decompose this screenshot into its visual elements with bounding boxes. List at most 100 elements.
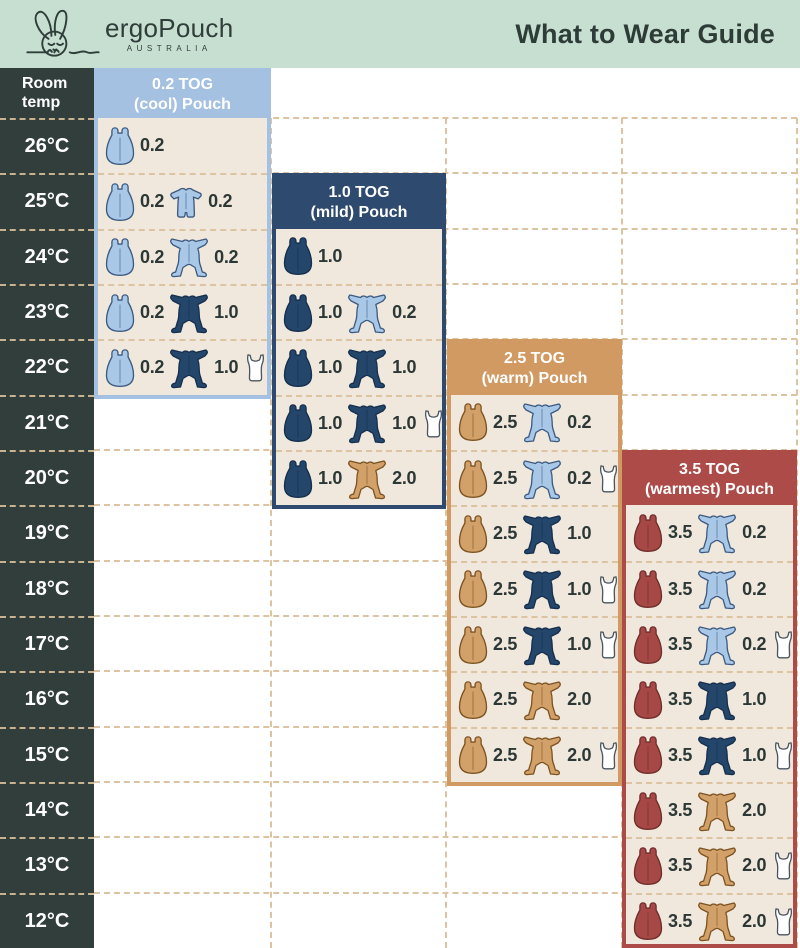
tog-value: 2.5 bbox=[493, 523, 518, 544]
row-1.0-tog-23c: 1.0 0.2 bbox=[276, 283, 442, 339]
tog-value: 3.5 bbox=[668, 634, 693, 655]
pouch-icon bbox=[458, 736, 488, 775]
singlet-icon bbox=[425, 410, 443, 438]
tog-value: 0.2 bbox=[742, 578, 767, 599]
tog-value: 1.0 bbox=[318, 468, 343, 489]
temp-label-13c: 13°C bbox=[0, 837, 94, 892]
onesie-icon bbox=[698, 681, 737, 721]
pouch-icon bbox=[283, 459, 313, 498]
temp-label-16c: 16°C bbox=[0, 671, 94, 726]
pouch-icon bbox=[283, 237, 313, 276]
tog-value: 0.2 bbox=[742, 522, 767, 543]
pouch-icon bbox=[458, 515, 488, 553]
singlet-icon bbox=[775, 742, 793, 770]
row-1.0-tog-21c: 1.0 1.0 bbox=[276, 394, 443, 450]
row-0.2-tog-23c: 0.2 1.0 bbox=[98, 283, 267, 339]
onesie-icon bbox=[523, 736, 562, 776]
pouch-icon bbox=[458, 403, 488, 442]
row-1.0-tog-22c: 1.0 1.0 bbox=[276, 339, 442, 394]
temp-label-23c: 23°C bbox=[0, 284, 94, 339]
panel-title-3.5-tog: 3.5 TOG (warmest) Pouch bbox=[626, 454, 793, 506]
onesie-icon bbox=[348, 459, 387, 499]
temp-label-20c: 20°C bbox=[0, 450, 94, 505]
tog-value: 2.5 bbox=[493, 468, 518, 489]
pouch-icon bbox=[633, 514, 663, 552]
tog-panel-0.2-tog: 0.2 TOG (cool) Pouch 0.2 0.2 0.2 0.2 0.2 … bbox=[94, 68, 271, 399]
row-2.5-tog-17c: 2.5 1.0 bbox=[451, 615, 618, 671]
pouch-icon bbox=[105, 293, 135, 332]
pouch-icon bbox=[633, 847, 663, 885]
tog-value: 1.0 bbox=[742, 689, 767, 710]
tog-value: 2.0 bbox=[567, 689, 592, 710]
tog-value: 1.0 bbox=[318, 357, 343, 378]
row-0.2-tog-24c: 0.2 0.2 bbox=[98, 228, 267, 284]
ergopouch-logo: ergoPouch AUSTRALIA bbox=[25, 7, 233, 61]
tog-panel-2.5-tog: 2.5 TOG (warm) Pouch 2.5 0.2 2.5 0.2 2.5 … bbox=[447, 339, 622, 786]
panel-title-0.2-tog: 0.2 TOG (cool) Pouch bbox=[98, 72, 267, 118]
grid-column-line bbox=[445, 118, 447, 948]
pouch-icon bbox=[458, 625, 488, 664]
tog-value: 2.5 bbox=[493, 634, 518, 655]
brand-country: AUSTRALIA bbox=[126, 44, 212, 53]
singlet-icon bbox=[600, 465, 618, 493]
onesie-icon bbox=[698, 902, 737, 942]
panel-title-line2: (mild) Pouch bbox=[310, 203, 408, 221]
onesie-icon bbox=[523, 570, 562, 610]
temp-label-17c: 17°C bbox=[0, 616, 94, 671]
row-0.2-tog-26c: 0.2 bbox=[98, 118, 267, 173]
room-temp-header-line1: Room bbox=[22, 75, 68, 92]
tog-value: 2.5 bbox=[493, 689, 518, 710]
row-3.5-tog-12c: 3.5 2.0 bbox=[626, 892, 793, 948]
tog-value: 1.0 bbox=[214, 302, 239, 323]
tog-value: 1.0 bbox=[567, 634, 592, 655]
tog-value: 1.0 bbox=[742, 744, 767, 765]
rabbit-logo-icon bbox=[26, 9, 100, 57]
tog-value: 2.0 bbox=[567, 744, 592, 765]
pouch-icon bbox=[633, 791, 663, 830]
temp-label-14c: 14°C bbox=[0, 782, 94, 837]
tog-value: 2.0 bbox=[742, 800, 767, 821]
temp-label-22c: 22°C bbox=[0, 339, 94, 394]
tog-value: 0.2 bbox=[208, 191, 233, 212]
tog-value: 3.5 bbox=[668, 578, 693, 599]
onesie-icon bbox=[523, 681, 562, 721]
onesie-icon bbox=[170, 349, 209, 389]
singlet-icon bbox=[775, 908, 793, 936]
singlet-icon bbox=[247, 354, 265, 382]
row-3.5-tog-16c: 3.5 1.0 bbox=[626, 671, 793, 726]
pouch-icon bbox=[105, 349, 135, 387]
onesie-icon bbox=[523, 515, 562, 555]
pouch-icon bbox=[633, 570, 663, 609]
tog-value: 0.2 bbox=[140, 246, 165, 267]
onesie-icon bbox=[348, 293, 387, 333]
onesie-icon bbox=[348, 349, 387, 389]
tog-value: 0.2 bbox=[140, 135, 165, 156]
singlet-icon bbox=[775, 852, 793, 880]
tog-value: 0.2 bbox=[567, 411, 592, 432]
tog-value: 1.0 bbox=[567, 523, 592, 544]
panel-title-line2: (cool) Pouch bbox=[134, 96, 231, 113]
temp-label-24c: 24°C bbox=[0, 228, 94, 284]
pouch-icon bbox=[633, 736, 663, 775]
singlet-icon bbox=[775, 631, 793, 659]
row-2.5-tog-16c: 2.5 2.0 bbox=[451, 671, 618, 726]
pouch-icon bbox=[458, 570, 488, 609]
onesie-icon bbox=[698, 570, 737, 610]
row-2.5-tog-15c: 2.5 2.0 bbox=[451, 726, 618, 782]
temp-label-25c: 25°C bbox=[0, 173, 94, 228]
temp-label-12c: 12°C bbox=[0, 892, 94, 948]
row-2.5-tog-19c: 2.5 1.0 bbox=[451, 505, 618, 560]
tog-value: 3.5 bbox=[668, 910, 693, 931]
temp-label-15c: 15°C bbox=[0, 726, 94, 782]
tog-value: 1.0 bbox=[214, 357, 239, 378]
tog-value: 1.0 bbox=[392, 357, 417, 378]
temp-label-19c: 19°C bbox=[0, 505, 94, 560]
tog-value: 3.5 bbox=[668, 522, 693, 543]
onesie-icon bbox=[523, 459, 562, 499]
tog-value: 0.2 bbox=[567, 468, 592, 489]
row-2.5-tog-21c: 2.5 0.2 bbox=[451, 395, 618, 450]
panel-title-2.5-tog: 2.5 TOG (warm) Pouch bbox=[451, 343, 618, 395]
row-3.5-tog-15c: 3.5 1.0 bbox=[626, 726, 793, 782]
row-2.5-tog-20c: 2.5 0.2 bbox=[451, 449, 618, 505]
